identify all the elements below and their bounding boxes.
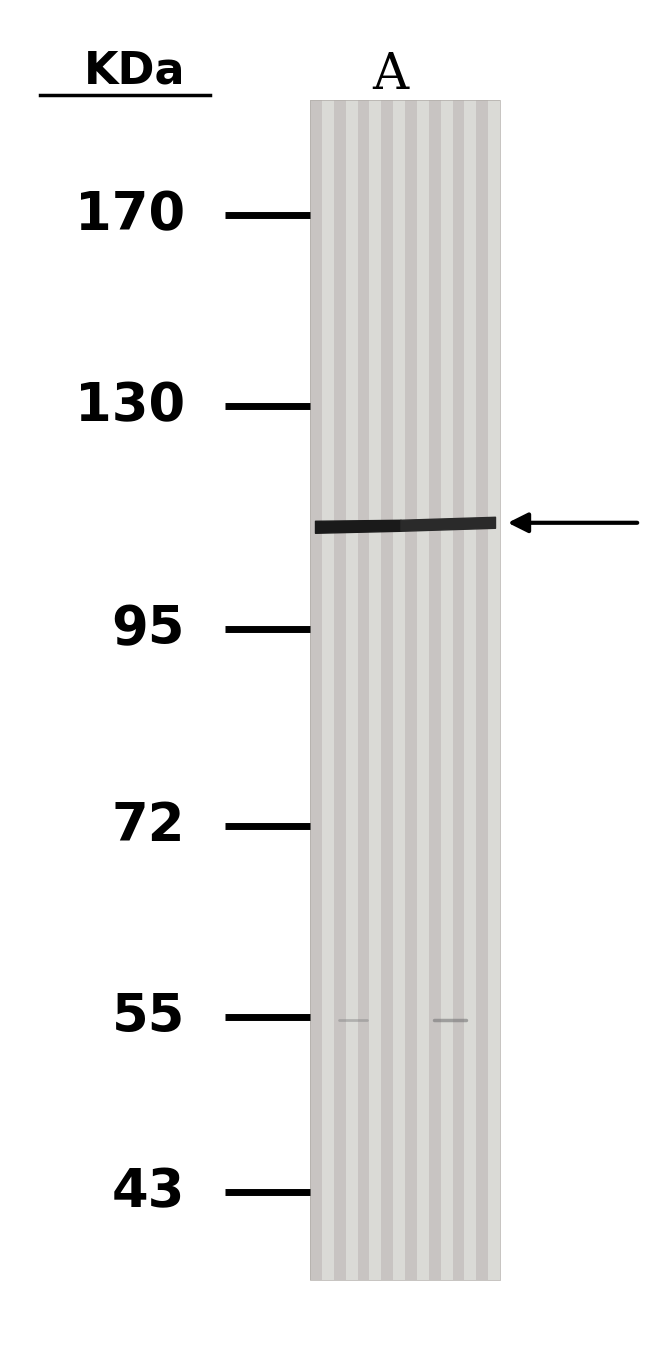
Bar — [405, 100, 417, 1280]
Text: KDa: KDa — [84, 50, 186, 93]
Bar — [358, 100, 369, 1280]
Bar — [452, 100, 464, 1280]
Bar — [382, 100, 393, 1280]
Text: A: A — [372, 50, 408, 100]
Bar — [369, 100, 382, 1280]
Bar — [441, 100, 452, 1280]
Text: 43: 43 — [112, 1166, 185, 1218]
Bar — [393, 100, 405, 1280]
Bar — [464, 100, 476, 1280]
Bar — [417, 100, 429, 1280]
Bar — [429, 100, 441, 1280]
Text: 170: 170 — [75, 189, 185, 241]
Bar — [476, 100, 488, 1280]
Bar — [333, 100, 346, 1280]
Text: 130: 130 — [75, 380, 185, 432]
Bar — [488, 100, 500, 1280]
Bar — [310, 100, 500, 1280]
Bar — [346, 100, 358, 1280]
Text: 72: 72 — [112, 800, 185, 853]
Bar — [322, 100, 333, 1280]
Text: 55: 55 — [112, 992, 185, 1043]
Bar — [310, 100, 322, 1280]
Text: 95: 95 — [112, 603, 185, 656]
